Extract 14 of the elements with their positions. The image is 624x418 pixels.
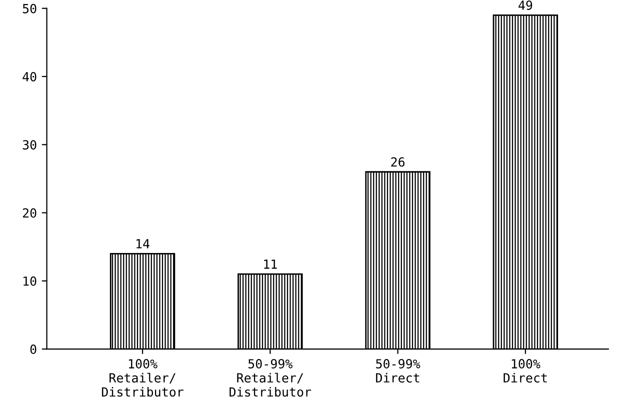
data-label: 14: [136, 239, 150, 248]
data-label: 26: [391, 157, 405, 167]
y-tick-label: 30: [22, 140, 36, 150]
x-tick-label: 50-99% Direct: [376, 359, 420, 383]
y-tick-label: 40: [22, 72, 36, 82]
y-tick-label: 50: [22, 4, 36, 14]
data-label: 11: [264, 260, 277, 269]
x-tick-label: 100% Retailer/ Distributor: [102, 359, 184, 397]
y-tick-label: 0: [30, 344, 36, 354]
data-label: 49: [518, 0, 532, 10]
y-tick-label: 20: [22, 208, 36, 218]
x-tick-label: 100% Direct: [504, 359, 547, 383]
y-tick-label: 10: [24, 276, 36, 286]
x-tick-label: 50-99% Retailer/ Distributor: [230, 359, 312, 397]
